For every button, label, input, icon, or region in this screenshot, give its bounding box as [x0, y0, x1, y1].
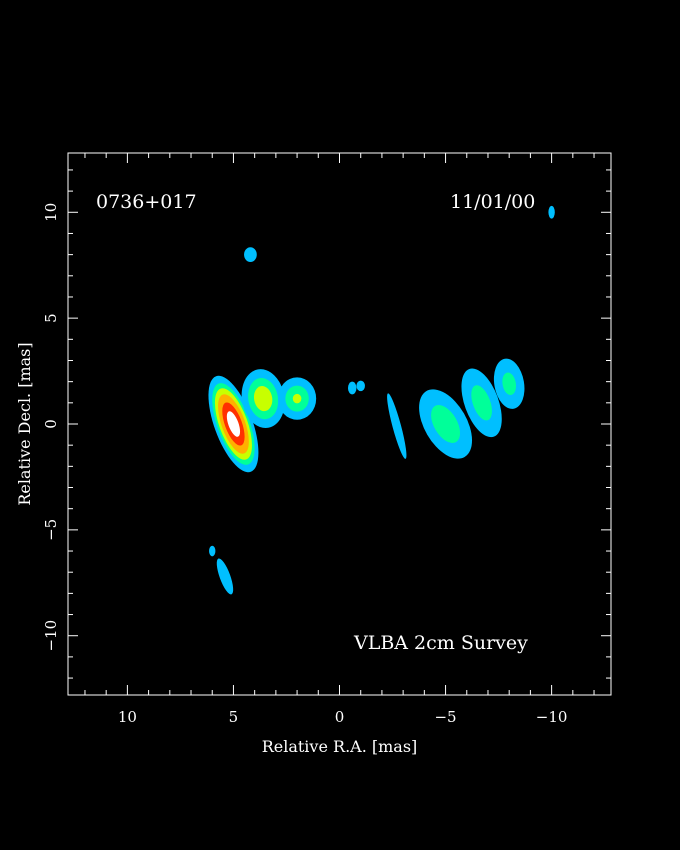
plot-frame: [67, 152, 612, 696]
x-tick-label: −10: [536, 708, 568, 726]
x-tick-label: 0: [335, 708, 345, 726]
contour-level-1: [431, 405, 461, 443]
contour-level-0: [548, 205, 555, 219]
component-north-spot: [244, 247, 257, 263]
contour-level-0: [244, 247, 257, 263]
x-tick-label: −5: [434, 708, 456, 726]
contour-level-0: [356, 380, 365, 392]
component-outer-jet-3: [493, 358, 525, 409]
y-tick-label: 0: [42, 419, 60, 429]
y-tick-label: 10: [42, 203, 60, 222]
y-tick-label: −5: [42, 519, 60, 541]
radio-image: [208, 205, 555, 595]
contour-level-1: [471, 385, 492, 421]
contour-level-1: [502, 372, 517, 396]
component-core: [208, 375, 259, 473]
contour-level-0: [216, 558, 234, 595]
y-axis-label: Relative Decl. [mas]: [15, 342, 34, 505]
component-far-west-spot: [548, 205, 555, 219]
contour-level-2: [253, 386, 273, 412]
x-tick-label: 5: [229, 708, 239, 726]
component-jet-streak: [387, 393, 407, 459]
y-tick-label: 5: [42, 313, 60, 323]
component-jet-knot-2: [277, 377, 317, 420]
component-jet-blob-2: [356, 380, 365, 392]
contour-level-0: [209, 545, 216, 557]
contour-level-0: [347, 381, 357, 395]
component-south-spot: [216, 558, 234, 595]
component-outer-jet-2: [461, 368, 502, 438]
tick-labels: 10 5 0 −5 −10 10 5 0 −5 −10: [42, 203, 567, 726]
y-tick-label: −10: [42, 620, 60, 652]
contour-level-5: [226, 411, 241, 437]
contour-level-0: [387, 393, 407, 459]
survey-label: VLBA 2cm Survey: [353, 632, 528, 654]
component-south-spot-small: [209, 545, 216, 557]
contour-level-2: [292, 393, 302, 404]
axis-ticks: [68, 153, 611, 695]
source-name-label: 0736+017: [96, 191, 197, 213]
x-tick-label: 10: [118, 708, 137, 726]
component-outer-jet-1: [419, 389, 473, 459]
component-inner-jet: [241, 369, 285, 429]
x-axis-label: Relative R.A. [mas]: [262, 737, 418, 756]
observation-date-label: 11/01/00: [450, 191, 535, 213]
component-jet-blob-1: [347, 381, 357, 395]
